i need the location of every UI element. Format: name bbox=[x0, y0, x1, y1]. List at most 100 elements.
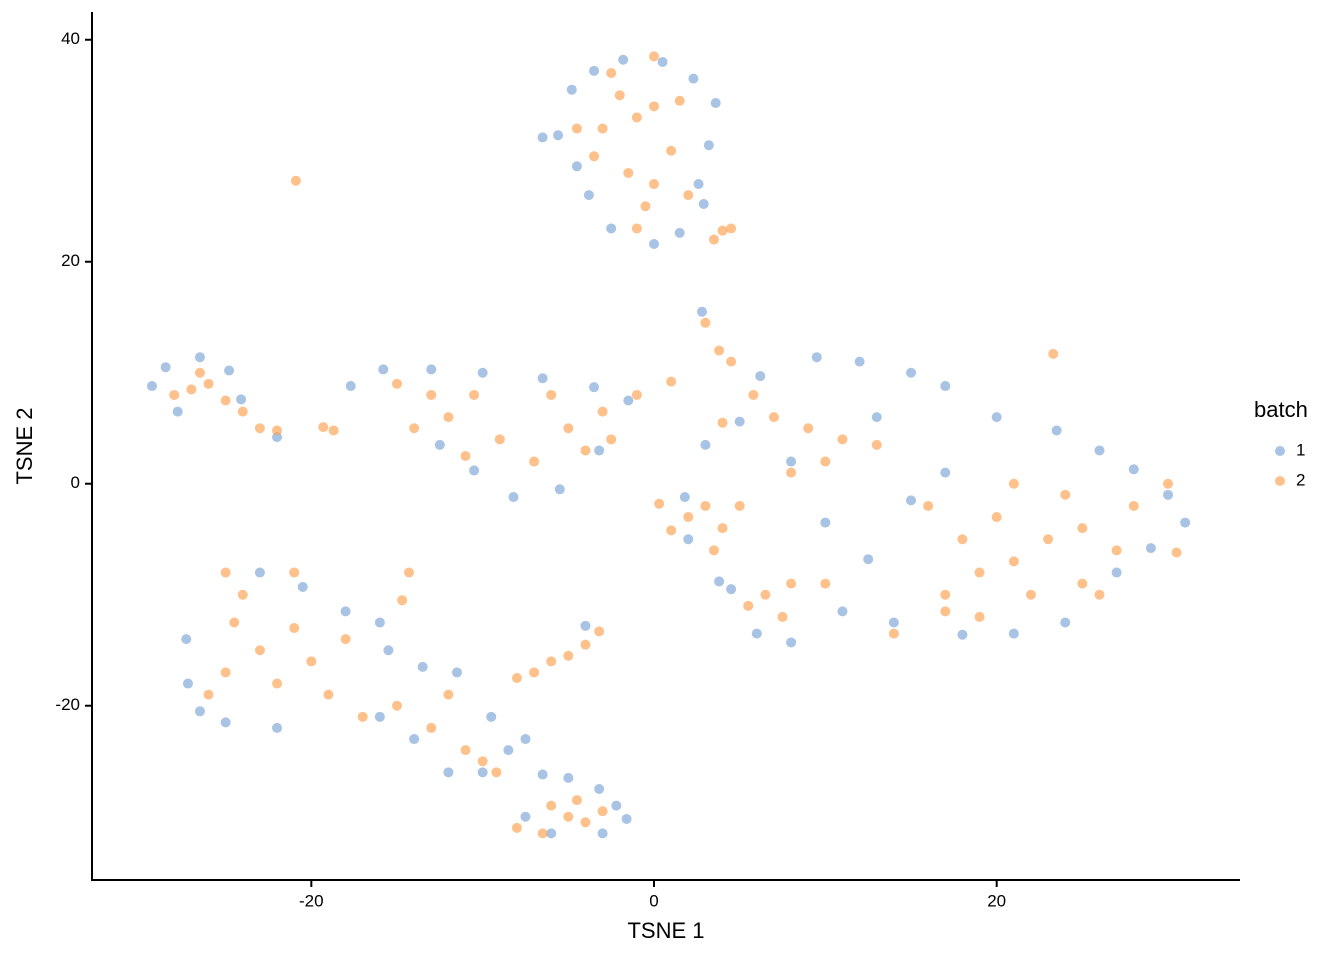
point bbox=[460, 450, 471, 461]
point bbox=[837, 606, 848, 617]
point bbox=[391, 378, 402, 389]
point bbox=[683, 534, 694, 545]
point bbox=[491, 767, 502, 778]
point bbox=[272, 722, 283, 733]
point bbox=[580, 817, 591, 828]
point bbox=[289, 623, 300, 634]
point bbox=[272, 678, 283, 689]
point bbox=[409, 423, 420, 434]
point bbox=[594, 445, 605, 456]
point bbox=[508, 492, 519, 503]
point bbox=[854, 356, 865, 367]
point bbox=[494, 434, 505, 445]
point bbox=[146, 381, 157, 392]
point bbox=[906, 495, 917, 506]
point bbox=[172, 406, 183, 417]
point bbox=[674, 227, 685, 238]
point bbox=[700, 500, 711, 511]
point bbox=[272, 425, 283, 436]
point bbox=[683, 512, 694, 523]
point bbox=[460, 745, 471, 756]
point bbox=[486, 711, 497, 722]
point bbox=[306, 656, 317, 667]
point bbox=[777, 611, 788, 622]
point bbox=[623, 167, 634, 178]
point bbox=[1025, 589, 1036, 600]
point bbox=[511, 822, 522, 833]
point bbox=[1051, 425, 1062, 436]
point bbox=[529, 456, 540, 467]
point bbox=[563, 650, 574, 661]
point bbox=[991, 512, 1002, 523]
point bbox=[289, 567, 300, 578]
point bbox=[743, 600, 754, 611]
point bbox=[426, 389, 437, 400]
point bbox=[237, 406, 248, 417]
point bbox=[649, 51, 660, 62]
point bbox=[374, 711, 385, 722]
legend-label: 2 bbox=[1296, 470, 1305, 489]
legend-marker bbox=[1275, 476, 1285, 486]
point bbox=[820, 456, 831, 467]
point bbox=[726, 584, 737, 595]
point bbox=[974, 611, 985, 622]
point bbox=[631, 389, 642, 400]
point bbox=[477, 756, 488, 767]
point bbox=[991, 412, 1002, 423]
point bbox=[589, 382, 600, 393]
x-axis-label: TSNE 1 bbox=[627, 918, 704, 943]
point bbox=[566, 84, 577, 95]
x-tick-label: -20 bbox=[299, 891, 324, 910]
point bbox=[760, 589, 771, 600]
point bbox=[546, 389, 557, 400]
point bbox=[563, 423, 574, 434]
point bbox=[734, 416, 745, 427]
point bbox=[837, 434, 848, 445]
point bbox=[194, 706, 205, 717]
point bbox=[820, 578, 831, 589]
point bbox=[1180, 517, 1191, 528]
point bbox=[640, 201, 651, 212]
point bbox=[768, 412, 779, 423]
point bbox=[443, 767, 454, 778]
point bbox=[703, 140, 714, 151]
x-tick-label: 0 bbox=[649, 891, 658, 910]
point bbox=[693, 179, 704, 190]
point bbox=[755, 371, 766, 382]
point bbox=[417, 661, 428, 672]
point bbox=[1094, 445, 1105, 456]
point bbox=[345, 381, 356, 392]
point bbox=[537, 769, 548, 780]
y-axis-label: TSNE 2 bbox=[12, 407, 37, 484]
point bbox=[181, 634, 192, 645]
point bbox=[717, 417, 728, 428]
point bbox=[434, 439, 445, 450]
point bbox=[580, 639, 591, 650]
point bbox=[820, 517, 831, 528]
point bbox=[666, 145, 677, 156]
point bbox=[940, 589, 951, 600]
point bbox=[580, 620, 591, 631]
point bbox=[236, 394, 247, 405]
legend-marker bbox=[1275, 446, 1285, 456]
point bbox=[254, 645, 265, 656]
point bbox=[477, 367, 488, 378]
y-tick-label: 40 bbox=[61, 29, 80, 48]
point bbox=[623, 395, 634, 406]
point bbox=[666, 525, 677, 536]
point bbox=[520, 734, 531, 745]
point bbox=[786, 467, 797, 478]
point bbox=[674, 95, 685, 106]
point bbox=[923, 500, 934, 511]
point bbox=[1171, 547, 1182, 558]
point bbox=[328, 425, 339, 436]
legend-label: 1 bbox=[1296, 440, 1305, 459]
point bbox=[426, 722, 437, 733]
point bbox=[220, 395, 231, 406]
point bbox=[611, 800, 622, 811]
point bbox=[1077, 578, 1088, 589]
point bbox=[220, 717, 231, 728]
point bbox=[811, 352, 822, 363]
point bbox=[357, 711, 368, 722]
